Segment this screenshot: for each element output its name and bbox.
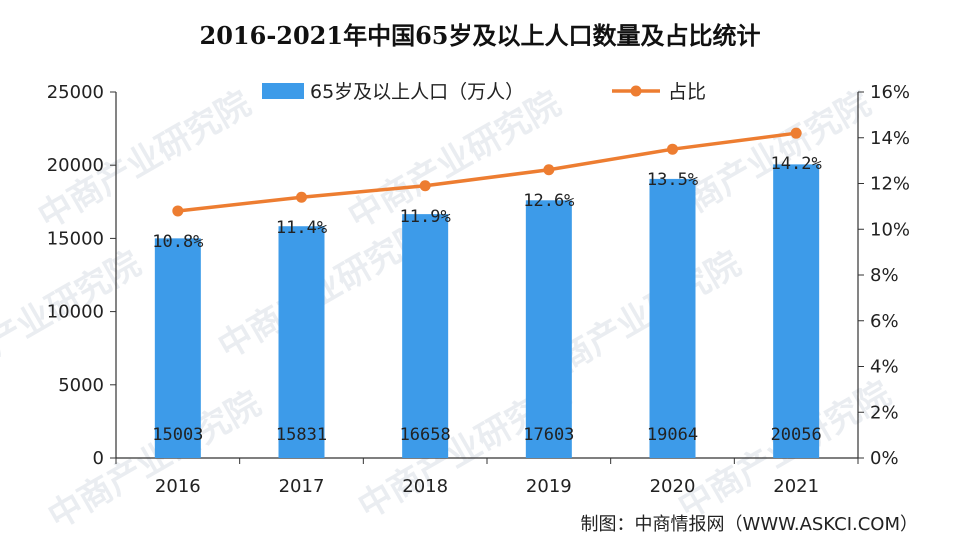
bar-value-label: 17603 xyxy=(523,425,574,445)
bar-value-label: 15003 xyxy=(152,425,203,445)
x-tick-label: 2019 xyxy=(526,476,572,497)
bar xyxy=(154,238,201,458)
x-tick-label: 2016 xyxy=(155,476,201,497)
legend-bar-swatch xyxy=(262,83,304,99)
line-value-label: 14.2% xyxy=(771,154,822,174)
legend-line-label: 占比 xyxy=(668,81,706,103)
chart-title: 2016-2021年中国65岁及以上人口数量及占比统计 xyxy=(200,21,761,50)
line-value-label: 12.6% xyxy=(523,191,574,211)
x-tick-label: 2021 xyxy=(773,476,819,497)
y-right-tick-label: 8% xyxy=(870,265,899,286)
y-right-tick-label: 0% xyxy=(870,448,899,469)
line-value-label: 13.5% xyxy=(647,170,698,190)
y-left-tick-label: 15000 xyxy=(47,228,104,249)
y-right-tick-label: 16% xyxy=(870,82,910,103)
x-tick-label: 2020 xyxy=(650,476,696,497)
bar-value-label: 16658 xyxy=(400,425,451,445)
line-point xyxy=(419,180,431,192)
bar-value-label: 15831 xyxy=(276,425,327,445)
y-right-tick-label: 10% xyxy=(870,219,910,240)
bar xyxy=(525,200,572,458)
y-left-tick-label: 10000 xyxy=(47,302,104,323)
legend-line-marker xyxy=(630,85,642,97)
line-point xyxy=(172,205,184,217)
x-tick-label: 2017 xyxy=(279,476,325,497)
y-right-tick-label: 12% xyxy=(870,174,910,195)
y-right-tick-label: 2% xyxy=(870,402,899,423)
axes: 0 5000 10000 15000 20000 25000 0% 2% 4% 6% 8% 10% 12… xyxy=(47,82,910,497)
line-value-label: 10.8% xyxy=(152,232,203,252)
y-left-tick-label: 5000 xyxy=(58,375,104,396)
line-series: 10.8% 11.4% 11.9% 12.6% 13.5% 14.2% xyxy=(152,127,822,252)
bar-value-label: 20056 xyxy=(771,425,822,445)
y-right-tick-label: 6% xyxy=(870,311,899,332)
line-point xyxy=(543,164,555,176)
x-tick-label: 2018 xyxy=(402,476,448,497)
line-point xyxy=(790,127,802,139)
y-left-tick-label: 20000 xyxy=(47,155,104,176)
y-right-tick-label: 14% xyxy=(870,128,910,149)
bar xyxy=(278,226,325,458)
legend: 65岁及以上人口（万人） 占比 xyxy=(262,81,706,103)
line-point xyxy=(667,143,678,155)
legend-bar-label: 65岁及以上人口（万人） xyxy=(310,81,524,103)
bar xyxy=(649,178,696,458)
source-note: 制图：中商情报网（WWW.ASKCI.COM） xyxy=(581,514,918,535)
bar-series: 15003 15831 16658 17603 19064 20056 xyxy=(152,164,822,458)
line-value-label: 11.4% xyxy=(276,218,327,238)
bar xyxy=(773,164,820,458)
bar-value-label: 19064 xyxy=(647,425,698,445)
bar xyxy=(402,214,449,458)
y-left-tick-label: 0 xyxy=(93,448,104,469)
line-path xyxy=(177,131,797,213)
line-value-label: 11.9% xyxy=(400,207,451,227)
y-left-tick-label: 25000 xyxy=(47,82,104,103)
watermark-text: 中商产业研究院 xyxy=(41,384,267,538)
y-right-tick-label: 4% xyxy=(870,357,899,378)
line-point xyxy=(296,191,307,203)
